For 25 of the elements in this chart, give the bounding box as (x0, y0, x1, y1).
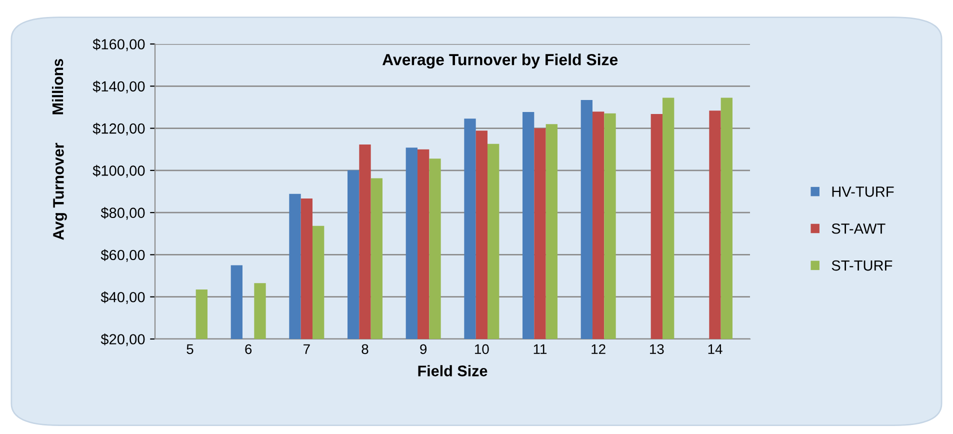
x-axis-title: Field Size (418, 365, 488, 376)
x-tick-label: 10 (475, 344, 489, 354)
y-tick-label: $80,00 (100, 207, 145, 220)
legend-label: ST-AWT (832, 223, 886, 234)
x-tick-label: 9 (420, 344, 427, 354)
x-tick-label: 14 (708, 344, 722, 354)
x-tick-label: 13 (650, 344, 664, 354)
legend-label: HV-TURF (832, 186, 894, 197)
x-tick-label: 7 (304, 344, 310, 354)
y-axis-title: Avg Turnover (53, 142, 67, 240)
text: Millions (52, 58, 64, 114)
y-tick-label: $60,00 (100, 249, 145, 262)
text: Average Turnover by Field Size (382, 54, 618, 69)
x-tick-label: 6 (245, 344, 252, 354)
legend-label: ST-TURF (832, 260, 892, 271)
y-tick-label: $40,00 (100, 291, 145, 304)
x-tick-label: 5 (186, 344, 194, 354)
x-tick-label: 11 (534, 344, 547, 354)
y-tick-label: $140,00 (92, 80, 145, 94)
y-tick-label: $160,00 (92, 38, 145, 52)
x-tick-label: 12 (592, 344, 606, 354)
y-tick-label: $120,00 (92, 122, 145, 136)
x-tick-label: 8 (362, 344, 368, 354)
y-tick-label: $20,00 (100, 333, 145, 346)
y-tick-label: $100,00 (92, 164, 145, 178)
